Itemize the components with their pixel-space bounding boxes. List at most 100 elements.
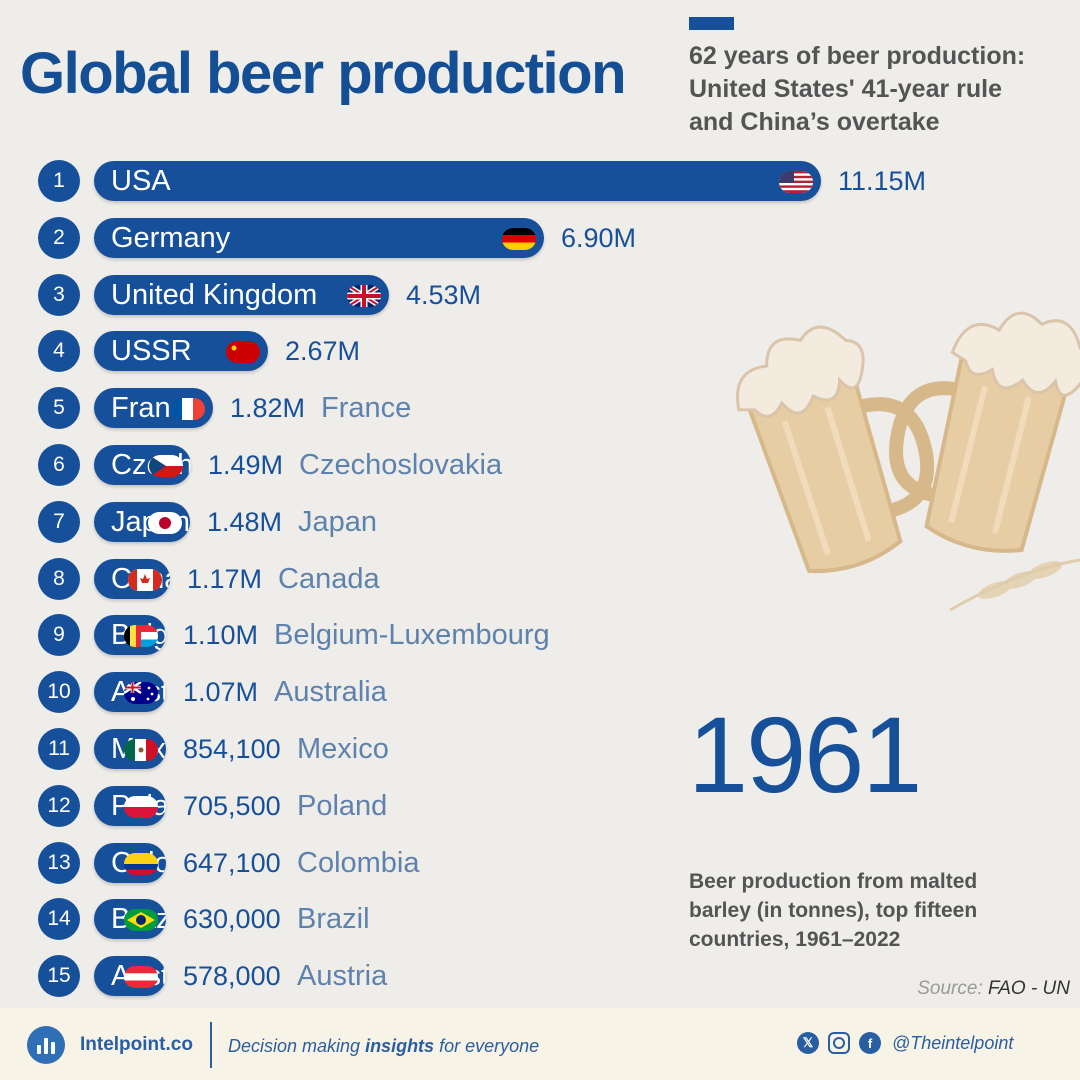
rank-badge: 3	[38, 273, 80, 316]
footer: Intelpoint.co Decision making insights f…	[0, 1008, 1080, 1080]
value-label: 6.90M	[561, 222, 637, 253]
bar: Mexico	[94, 729, 166, 769]
value-label: 1.17M	[187, 563, 263, 594]
value-label: 854,100	[183, 734, 281, 764]
chart-row: 14 Brazil 630,000 Brazil	[0, 897, 1080, 941]
bar: Brazil	[94, 899, 166, 940]
country-label: Belgium-Luxembourg	[274, 619, 550, 652]
description-line: barley (in tonnes), top fifteen	[689, 899, 978, 922]
rank-badge: 2	[38, 216, 80, 259]
bar: Germany	[94, 217, 544, 258]
rank-badge: 10	[38, 671, 80, 714]
colombia-flag-icon	[124, 852, 158, 875]
chart-row: 11 Mexico 854,100 Mexico	[0, 727, 1080, 771]
subtitle: 62 years of beer production: United Stat…	[689, 40, 1069, 139]
chart-row: 5 France 1.82M France	[0, 386, 1080, 430]
social-handle[interactable]: @Theintelpoint	[892, 1032, 1014, 1053]
description-line: Beer production from malted	[689, 870, 978, 893]
australia-flag-icon	[124, 682, 158, 705]
bar: Belgium-Luxembourg	[94, 615, 166, 656]
rank-badge: 11	[38, 728, 80, 770]
value-label: 1.49M	[208, 450, 284, 480]
country-label: Poland	[297, 789, 388, 822]
canada-flag-icon	[128, 568, 162, 591]
tagline-start: Decision making	[228, 1036, 366, 1056]
social-links: 𝕏 f @Theintelpoint	[797, 1032, 1013, 1054]
country-label: Canada	[278, 562, 380, 595]
bar: Poland	[94, 785, 166, 826]
chart-row: 3 United Kingdom 4.53M	[0, 273, 1080, 317]
instagram-icon[interactable]	[828, 1032, 850, 1054]
bar-label: USSR	[111, 335, 192, 368]
value-label: 578,000	[183, 961, 281, 992]
bar-chart: 1 USA 11.15M 2 Germany 6.90M 3 United Kingdom 4.…	[0, 159, 1080, 998]
source-note: Source: FAO - UN	[917, 978, 1070, 1000]
country-label: Colombia	[297, 846, 420, 879]
rank-badge: 12	[38, 784, 80, 827]
austria-flag-icon	[124, 966, 158, 989]
value-label: 1.82M	[230, 393, 306, 424]
x-icon[interactable]: 𝕏	[797, 1032, 819, 1054]
rank-badge: 9	[38, 614, 80, 657]
chart-row: 8 Canada 1.17M Canada	[0, 557, 1080, 601]
beer-mugs-illustration	[736, 311, 1080, 612]
rank-badge: 14	[38, 898, 80, 941]
country-label: Japan	[298, 505, 378, 538]
chart-description: Beer production from malted barley (in t…	[689, 867, 1029, 954]
country-label: Australia	[274, 676, 387, 709]
year-label: 1961	[688, 694, 922, 815]
value-label: 647,100	[183, 847, 281, 878]
bar: United Kingdom	[94, 274, 389, 315]
value-label: 2.67M	[285, 336, 361, 367]
description-line: countries, 1961–2022	[689, 928, 901, 951]
bar-label: Germany	[111, 221, 231, 254]
value-label: 4.53M	[406, 279, 482, 310]
source-label: Source:	[917, 978, 983, 999]
bar: France	[94, 388, 213, 429]
country-label: Austria	[297, 960, 388, 993]
rank-badge: 4	[38, 330, 80, 373]
bar-label: United Kingdom	[111, 278, 318, 311]
bar: USSR	[94, 331, 268, 372]
rank-badge: 7	[38, 500, 80, 543]
chart-row: 10 Australia 1.07M Australia	[0, 670, 1080, 714]
rank-badge: 5	[38, 387, 80, 430]
chart-row: 15 Austria 578,000 Austria	[0, 954, 1080, 998]
brand-name[interactable]: Intelpoint.co	[80, 1034, 193, 1055]
bar: Australia	[94, 672, 166, 713]
country-label: Brazil	[297, 903, 370, 936]
bar-label: USA	[111, 165, 171, 197]
country-label: Mexico	[297, 733, 389, 765]
chart-row: 1 USA 11.15M	[0, 159, 1080, 203]
belgium-luxembourg-flag-icon	[124, 625, 158, 648]
chart-row: 7 Japan 1.48M Japan	[0, 500, 1080, 544]
rank-badge: 1	[38, 160, 80, 202]
poland-flag-icon	[124, 795, 158, 818]
rank-badge: 13	[38, 841, 80, 884]
page-title: Global beer production	[20, 41, 627, 106]
chart-row: 9 Belgium-Luxembourg 1.10M Belgium-Luxembou…	[0, 613, 1080, 657]
japan-flag-icon	[148, 511, 182, 534]
tagline-bold: insights	[365, 1036, 435, 1056]
value-label: 1.07M	[183, 677, 259, 708]
facebook-icon[interactable]: f	[859, 1032, 881, 1054]
chart-row: 2 Germany 6.90M	[0, 216, 1080, 260]
value-label: 630,000	[183, 904, 281, 935]
subtitle-line: 62 years of beer production:	[689, 42, 1026, 70]
chart-row: 13 Colombia 647,100 Colombia	[0, 841, 1080, 885]
france-flag-icon	[171, 398, 205, 421]
brazil-flag-icon	[124, 909, 158, 932]
chart-row: 4 USSR 2.67M	[0, 329, 1080, 373]
mexico-flag-icon	[124, 739, 158, 761]
tagline: Decision making insights for everyone	[228, 1036, 539, 1057]
country-label: Czechoslovakia	[299, 449, 503, 481]
rank-badge: 8	[38, 557, 80, 600]
value-label: 1.10M	[183, 620, 259, 651]
czechoslovakia-flag-icon	[149, 455, 183, 477]
footer-divider	[210, 1022, 212, 1068]
subtitle-line: United States' 41-year rule	[689, 75, 1003, 103]
accent-bar	[689, 17, 734, 30]
value-label: 11.15M	[838, 166, 927, 196]
usa-flag-icon	[779, 171, 813, 193]
intelpoint-logo-icon	[27, 1026, 65, 1064]
